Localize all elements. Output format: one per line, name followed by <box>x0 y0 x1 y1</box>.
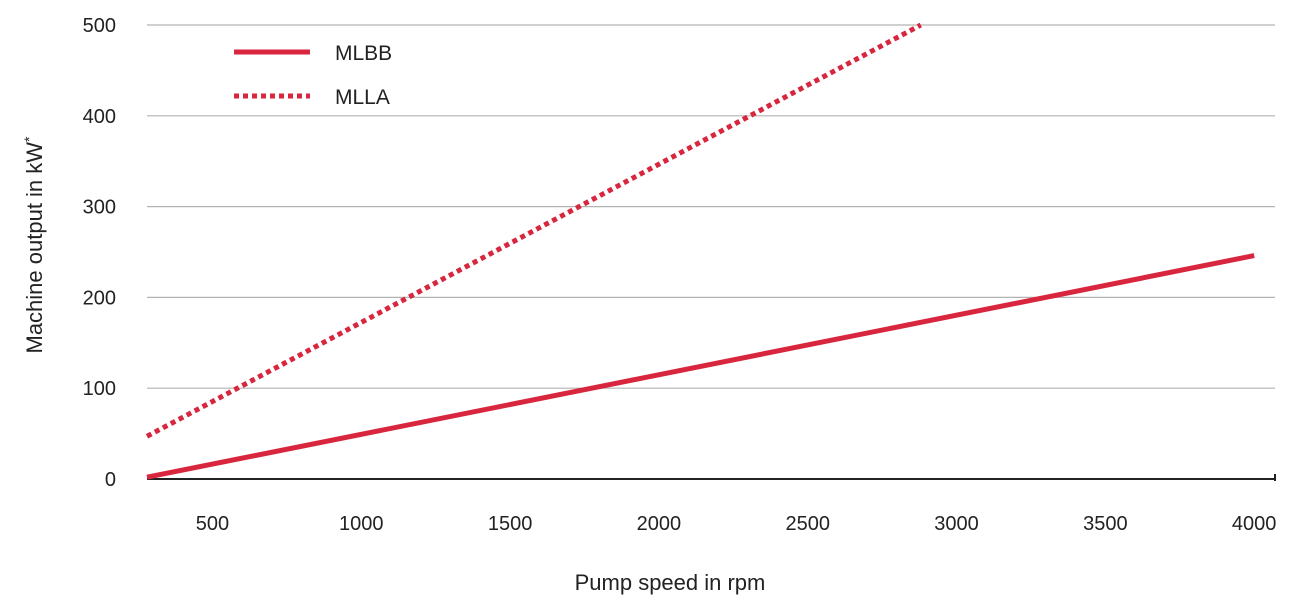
y-axis-title-marker: * <box>21 136 37 142</box>
y-tick-label: 100 <box>83 378 116 400</box>
tick-labels: 0 100 200 300 400 500 500 1000 1500 2000 2500 3000 3… <box>83 15 1277 535</box>
x-tick-label: 3000 <box>934 513 979 535</box>
y-tick-label: 200 <box>83 287 116 309</box>
x-tick-label: 1000 <box>339 513 384 535</box>
series-line-mlbb <box>146 253 1255 480</box>
series-layer <box>145 22 1255 480</box>
y-tick-label: 0 <box>105 469 116 491</box>
x-tick-label: 3500 <box>1083 513 1128 535</box>
x-axis-title: Pump speed in rpm <box>575 570 766 595</box>
y-axis-title: Machine output in kW* <box>21 136 47 354</box>
y-tick-label: 500 <box>83 15 116 37</box>
legend-label-mlla: MLLA <box>335 86 390 109</box>
axis-layer <box>147 474 1276 481</box>
legend-label-mlbb: MLBB <box>335 42 392 65</box>
x-tick-label: 4000 <box>1232 513 1277 535</box>
grid-layer <box>147 24 1275 389</box>
y-tick-label: 400 <box>83 106 116 128</box>
x-tick-label: 500 <box>196 513 229 535</box>
y-tick-label: 300 <box>83 197 116 219</box>
series-line-mlla <box>145 22 922 439</box>
y-axis-title-text: Machine output in kW <box>22 142 47 354</box>
legend: MLBB MLLA <box>234 42 392 109</box>
y-axis-title-group: Machine output in kW* <box>21 136 47 354</box>
x-tick-label: 2500 <box>785 513 830 535</box>
x-tick-label: 1500 <box>488 513 533 535</box>
x-tick-label: 2000 <box>637 513 682 535</box>
